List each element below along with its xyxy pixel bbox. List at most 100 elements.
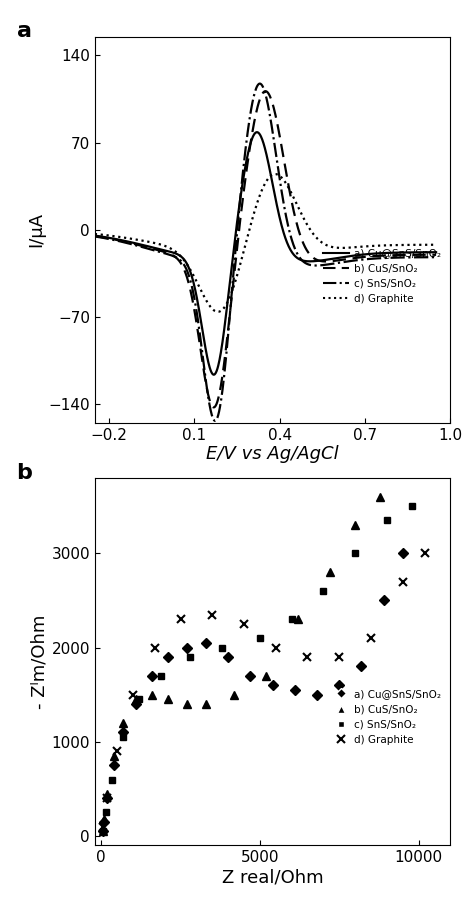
d) Graphite xyxy=(368,632,374,643)
b) CuS/SnO₂ xyxy=(232,689,237,700)
a) Cu@SnS/SnO₂ xyxy=(291,249,297,260)
c) SnS/SnO₂ xyxy=(352,548,358,559)
a) Cu@SnS/SnO₂ xyxy=(300,255,306,267)
d) Graphite xyxy=(352,242,357,253)
b) CuS/SnO₂ xyxy=(291,206,297,217)
a) Cu@SnS/SnO₂ xyxy=(270,680,275,691)
Text: a: a xyxy=(17,21,32,41)
Line: d) Graphite: d) Graphite xyxy=(95,174,436,312)
d) Graphite xyxy=(433,239,439,250)
a) Cu@SnS/SnO₂ xyxy=(352,250,357,261)
c) SnS/SnO₂ xyxy=(300,255,306,267)
a) Cu@SnS/SnO₂ xyxy=(381,595,386,606)
a) Cu@SnS/SnO₂ xyxy=(92,230,98,241)
a) Cu@SnS/SnO₂ xyxy=(310,255,316,267)
Y-axis label: I/μA: I/μA xyxy=(27,212,46,247)
d) Graphite xyxy=(300,211,306,222)
b) CuS/SnO₂ xyxy=(133,694,139,705)
d) Graphite xyxy=(100,821,106,832)
d) Graphite xyxy=(272,168,278,179)
c) SnS/SnO₂ xyxy=(257,632,263,643)
a) Cu@SnS/SnO₂ xyxy=(111,760,117,771)
a) Cu@SnS/SnO₂ xyxy=(247,670,253,681)
c) SnS/SnO₂ xyxy=(109,774,115,785)
a) Cu@SnS/SnO₂ xyxy=(211,369,217,380)
d) Graphite xyxy=(273,642,279,653)
c) SnS/SnO₂ xyxy=(92,231,98,242)
a) Cu@SnS/SnO₂ xyxy=(400,548,406,559)
a) Cu@SnS/SnO₂ xyxy=(387,247,392,258)
b) CuS/SnO₂ xyxy=(184,698,190,709)
c) SnS/SnO₂ xyxy=(310,260,316,271)
d) Graphite xyxy=(291,193,297,204)
Line: b) CuS/SnO₂: b) CuS/SnO₂ xyxy=(99,493,384,835)
c) SnS/SnO₂ xyxy=(289,614,294,625)
d) Graphite xyxy=(178,614,183,625)
c) SnS/SnO₂ xyxy=(291,241,297,252)
a) Cu@SnS/SnO₂ xyxy=(113,233,118,244)
c) SnS/SnO₂ xyxy=(120,732,126,743)
d) Graphite xyxy=(400,576,406,587)
b) CuS/SnO₂ xyxy=(113,234,118,245)
X-axis label: E/V vs Ag/AgCl: E/V vs Ag/AgCl xyxy=(206,446,339,463)
a) Cu@SnS/SnO₂ xyxy=(225,652,231,663)
Line: a) Cu@SnS/SnO₂: a) Cu@SnS/SnO₂ xyxy=(95,132,436,375)
a) Cu@SnS/SnO₂ xyxy=(314,689,320,700)
d) Graphite xyxy=(152,642,158,653)
b) CuS/SnO₂ xyxy=(387,250,392,261)
c) SnS/SnO₂ xyxy=(384,515,390,526)
c) SnS/SnO₂ xyxy=(320,585,326,596)
a) Cu@SnS/SnO₂ xyxy=(184,642,190,653)
c) SnS/SnO₂ xyxy=(137,694,142,705)
Line: c) SnS/SnO₂: c) SnS/SnO₂ xyxy=(99,503,416,834)
a) Cu@SnS/SnO₂ xyxy=(203,637,209,648)
Legend: a) Cu@SnS/SnO₂, b) CuS/SnO₂, c) SnS/SnO₂, d) Graphite: a) Cu@SnS/SnO₂, b) CuS/SnO₂, c) SnS/SnO₂… xyxy=(329,685,445,749)
c) SnS/SnO₂ xyxy=(387,253,392,264)
b) CuS/SnO₂ xyxy=(105,789,110,800)
a) Cu@SnS/SnO₂ xyxy=(101,816,107,827)
a) Cu@SnS/SnO₂ xyxy=(337,680,342,691)
b) CuS/SnO₂ xyxy=(100,826,106,837)
d) Graphite xyxy=(337,652,342,663)
b) CuS/SnO₂ xyxy=(300,237,306,248)
c) SnS/SnO₂ xyxy=(433,252,439,263)
a) Cu@SnS/SnO₂ xyxy=(292,685,298,696)
b) CuS/SnO₂ xyxy=(310,252,316,263)
c) SnS/SnO₂ xyxy=(100,826,106,837)
a) Cu@SnS/SnO₂ xyxy=(358,661,364,672)
b) CuS/SnO₂ xyxy=(352,519,358,530)
d) Graphite xyxy=(387,240,392,251)
b) CuS/SnO₂ xyxy=(111,751,117,762)
c) SnS/SnO₂ xyxy=(113,235,118,246)
b) CuS/SnO₂ xyxy=(264,670,269,681)
d) Graphite xyxy=(305,652,310,663)
Line: a) Cu@SnS/SnO₂: a) Cu@SnS/SnO₂ xyxy=(99,550,406,834)
b) CuS/SnO₂ xyxy=(352,253,357,264)
Text: b: b xyxy=(17,463,32,483)
b) CuS/SnO₂ xyxy=(295,614,301,625)
b) CuS/SnO₂ xyxy=(263,85,268,96)
a) Cu@SnS/SnO₂ xyxy=(133,698,139,709)
b) CuS/SnO₂ xyxy=(433,249,439,260)
b) CuS/SnO₂ xyxy=(120,718,126,729)
d) Graphite xyxy=(114,745,120,756)
Line: b) CuS/SnO₂: b) CuS/SnO₂ xyxy=(95,91,436,407)
b) CuS/SnO₂ xyxy=(203,698,209,709)
a) Cu@SnS/SnO₂ xyxy=(120,727,126,738)
c) SnS/SnO₂ xyxy=(103,807,109,818)
a) Cu@SnS/SnO₂ xyxy=(254,127,260,138)
Legend: a) Cu@SnS/SnO₂, b) CuS/SnO₂, c) SnS/SnO₂, d) Graphite: a) Cu@SnS/SnO₂, b) CuS/SnO₂, c) SnS/SnO₂… xyxy=(319,244,445,308)
d) Graphite xyxy=(92,229,98,240)
b) CuS/SnO₂ xyxy=(327,567,333,578)
d) Graphite xyxy=(241,618,247,630)
a) Cu@SnS/SnO₂ xyxy=(100,826,106,837)
d) Graphite xyxy=(215,306,221,317)
Line: c) SnS/SnO₂: c) SnS/SnO₂ xyxy=(95,84,436,421)
b) CuS/SnO₂ xyxy=(378,492,383,503)
b) CuS/SnO₂ xyxy=(149,689,155,700)
Line: d) Graphite: d) Graphite xyxy=(99,550,429,831)
c) SnS/SnO₂ xyxy=(219,642,225,653)
c) SnS/SnO₂ xyxy=(187,652,193,663)
c) SnS/SnO₂ xyxy=(257,78,263,89)
d) Graphite xyxy=(310,228,316,239)
